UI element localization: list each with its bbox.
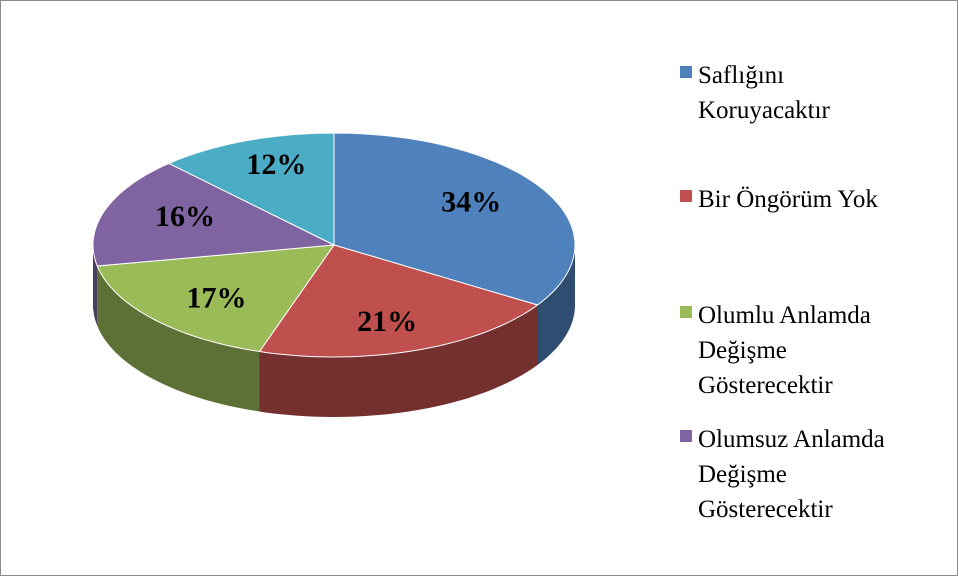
slice-side	[537, 245, 575, 365]
legend-label: Bir Öngörüm Yok	[698, 186, 878, 213]
slice-side	[93, 245, 98, 326]
legend-label: Olumlu Anlamda Değişme Gösterecektir	[698, 302, 871, 399]
legend-swatch	[680, 190, 692, 202]
legend-item: Olumlu Anlamda Değişme Gösterecektir	[680, 298, 950, 403]
slice-side	[97, 266, 260, 412]
legend-label: Saflığını Koruyacaktır	[698, 62, 830, 124]
slice	[333, 132, 576, 306]
data-label: 16%	[155, 200, 215, 233]
legend-item: Saflığını Koruyacaktır	[680, 58, 950, 128]
data-label: 12%	[246, 148, 306, 181]
legend-swatch	[680, 306, 692, 318]
slice	[258, 244, 539, 358]
legend-label: Olumsuz Anlamda Değişme Gösterecektir	[698, 426, 885, 523]
legend-item: Olumsuz Anlamda Değişme Gösterecektir	[680, 422, 950, 527]
legend-item: Bir Öngörüm Yok	[680, 182, 950, 217]
legend-swatch	[680, 430, 692, 442]
slice	[96, 244, 336, 353]
data-label: 21%	[357, 305, 417, 338]
slice-side	[259, 305, 538, 417]
slice	[167, 132, 335, 246]
data-label: 34%	[441, 185, 501, 218]
slice	[92, 162, 336, 267]
legend-swatch	[680, 66, 692, 78]
data-label: 17%	[186, 281, 246, 314]
